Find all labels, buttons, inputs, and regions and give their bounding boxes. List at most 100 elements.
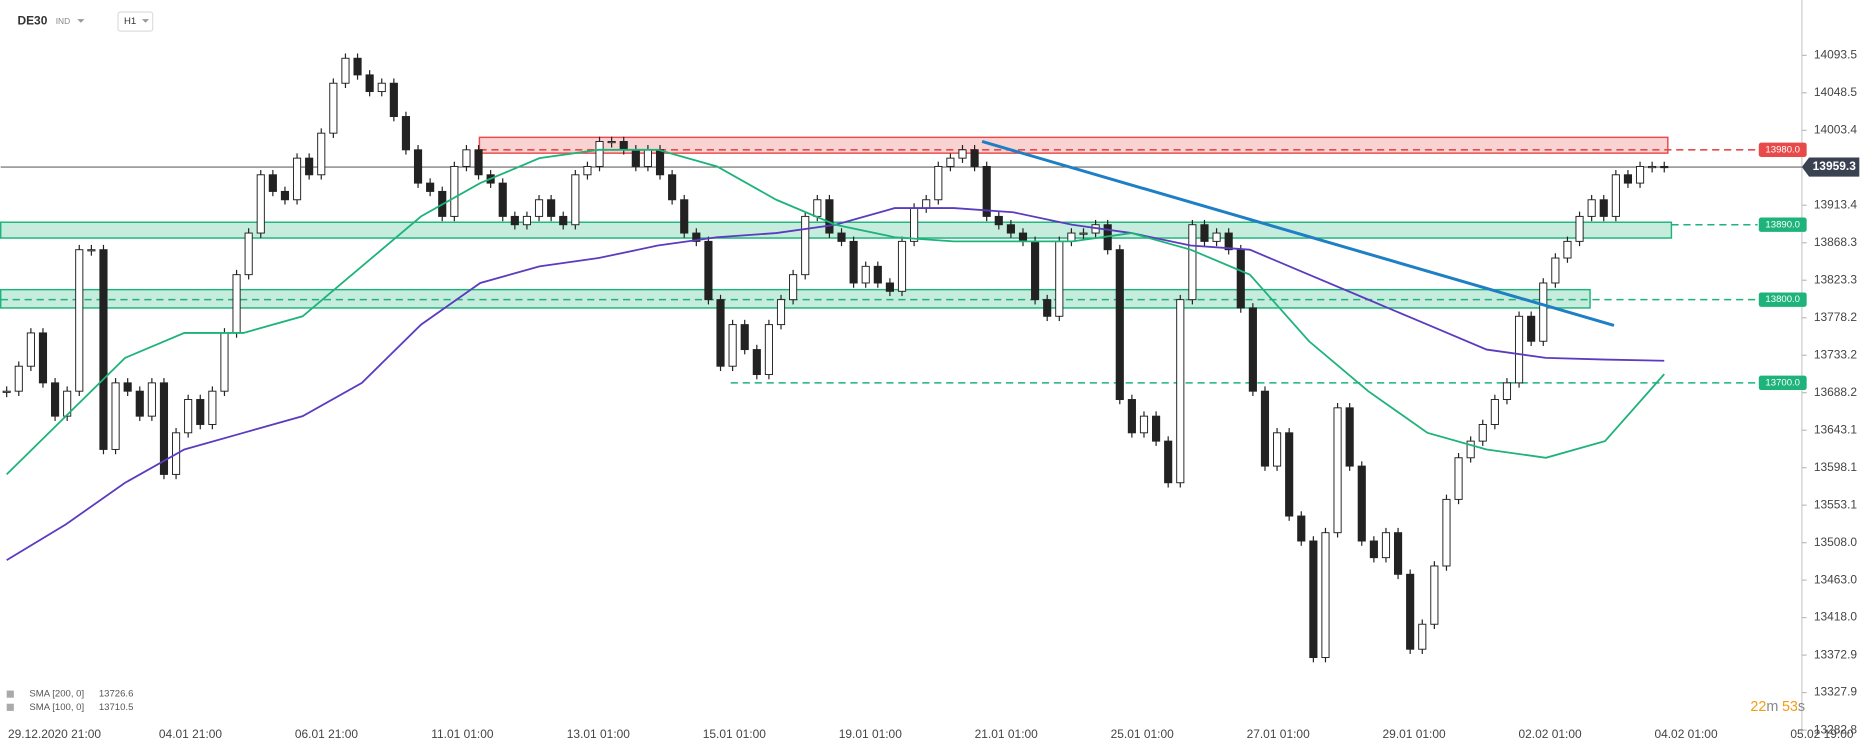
candle-body	[75, 249, 84, 392]
candle-body	[1297, 515, 1306, 542]
candle-body	[1660, 165, 1669, 169]
candle-body	[934, 165, 943, 201]
candle-body	[897, 240, 907, 292]
candle-body	[1043, 299, 1052, 317]
candle-body	[498, 182, 507, 217]
candle-body	[329, 82, 338, 134]
candle-body	[547, 199, 556, 217]
x-tick-label: 27.01 01:00	[1247, 727, 1310, 741]
symbol[interactable]: DE30	[17, 14, 47, 28]
candle-body	[776, 299, 786, 326]
candle-body	[1599, 199, 1608, 217]
candle-body	[740, 324, 749, 351]
candle-body	[450, 165, 459, 217]
candle-body	[1055, 240, 1064, 317]
current-price-label: 13959.3	[1813, 159, 1857, 173]
candle-body	[1260, 390, 1270, 467]
candle-body	[401, 116, 411, 151]
candle-body	[87, 249, 96, 252]
candle-body	[825, 199, 834, 234]
candle-body	[1248, 307, 1257, 392]
candle-body	[1115, 249, 1124, 400]
candle-body	[268, 174, 277, 192]
candle-body	[1393, 532, 1403, 575]
candle-body	[861, 265, 870, 284]
candle-body	[1430, 565, 1439, 625]
candle-body	[1635, 165, 1645, 184]
dropdown-icon[interactable]	[77, 19, 85, 23]
y-tick-label: 13372.9	[1814, 647, 1858, 661]
candle-body	[317, 132, 326, 176]
legend-icon	[6, 690, 14, 698]
candle-body	[1357, 465, 1366, 542]
candle-body	[123, 382, 132, 392]
interval[interactable]: H1	[124, 16, 136, 27]
candle-body	[220, 332, 229, 392]
level-label: 13980.0	[1765, 144, 1800, 155]
candle-body	[1067, 232, 1076, 242]
candle-body	[208, 390, 217, 425]
candle-body	[1200, 224, 1209, 242]
candle-body	[1502, 382, 1512, 400]
candle-body	[305, 157, 314, 176]
x-tick-label: 05.02 19:00	[1790, 727, 1853, 741]
candle-body	[1514, 315, 1524, 384]
candle-body	[716, 299, 725, 367]
candle-body	[801, 215, 810, 276]
candle-body	[522, 215, 532, 226]
candle-body	[1563, 240, 1572, 259]
candle-body	[280, 190, 290, 201]
candle-body	[1079, 232, 1088, 235]
legend-name: SMA [200, 0]	[29, 689, 84, 700]
candle-body	[1127, 399, 1136, 434]
candle-body	[1212, 232, 1221, 242]
candle-body	[1527, 315, 1536, 342]
candle-body	[244, 232, 253, 276]
candle-body	[1152, 415, 1161, 442]
level-label: 13890.0	[1765, 219, 1800, 230]
candle-body	[970, 149, 979, 167]
candle-body	[510, 215, 519, 226]
candle-body	[1418, 623, 1427, 650]
candle-body	[159, 382, 169, 475]
candle-body	[1381, 532, 1391, 559]
timer-part: m	[1766, 699, 1778, 715]
x-tick-label: 06.01 21:00	[295, 727, 358, 741]
candle-body	[135, 390, 144, 417]
candle-body	[752, 349, 761, 376]
candle-body	[184, 399, 193, 434]
candle-body	[958, 149, 967, 159]
level-badge	[1758, 375, 1807, 391]
candle-body	[837, 232, 846, 242]
y-tick-label: 13282.8	[1814, 722, 1858, 736]
x-tick-label: 29.12.2020 21:00	[8, 727, 101, 741]
sma-line	[6, 148, 1665, 476]
x-tick-label: 04.01 21:00	[159, 727, 222, 741]
level-badge	[1758, 217, 1807, 232]
current-price-badge	[1801, 157, 1860, 177]
candle-body	[1188, 224, 1197, 301]
candle-body	[1236, 249, 1245, 309]
candle-body	[63, 390, 72, 417]
y-tick-label: 14048.5	[1814, 85, 1858, 99]
x-tick-label: 21.01 01:00	[975, 727, 1038, 741]
candle-body	[994, 215, 1003, 226]
y-tick-label: 13327.9	[1814, 685, 1858, 699]
x-tick-label: 25.01 01:00	[1111, 727, 1174, 741]
candle-body	[910, 207, 919, 242]
candle-body	[619, 141, 628, 151]
timer-part: 53	[1782, 699, 1798, 715]
candle-body	[1333, 407, 1342, 534]
y-tick-label: 13733.2	[1814, 347, 1858, 361]
x-tick-label: 13.01 01:00	[567, 727, 630, 741]
candle-body	[704, 240, 713, 301]
candle-body	[2, 390, 11, 393]
candle-body	[680, 199, 689, 234]
interval-box[interactable]	[117, 11, 154, 32]
dropdown-icon[interactable]	[141, 19, 150, 23]
candle-body	[849, 240, 858, 284]
level-label: 13700.0	[1765, 377, 1800, 388]
candle-body	[292, 157, 302, 201]
candle-body	[51, 382, 60, 417]
